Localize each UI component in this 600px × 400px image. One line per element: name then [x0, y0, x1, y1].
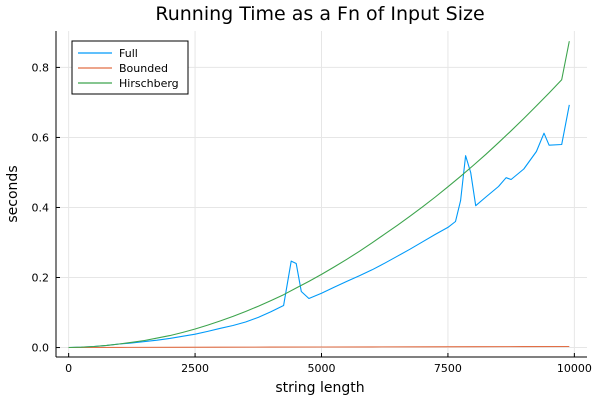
y-tick-label: 0.0	[32, 342, 50, 355]
y-tick-label: 0.8	[32, 61, 50, 74]
series-line-hirschberg	[68, 41, 570, 349]
y-axis-label: seconds	[5, 165, 21, 222]
x-axis-label: string length	[275, 380, 364, 396]
x-tick-label: 5000	[308, 362, 336, 375]
series-line-full	[68, 104, 570, 349]
tick-labels: 0 2500 5000 7500 10000 0.0 0.2 0.4 0.6 0.8	[32, 61, 592, 375]
x-tick-label: 7500	[434, 362, 462, 375]
legend-label: Bounded	[119, 62, 168, 75]
series-lines	[68, 41, 570, 349]
x-tick-label: 10000	[557, 362, 592, 375]
series-line-bounded	[68, 345, 570, 349]
y-tick-label: 0.6	[32, 131, 50, 144]
legend-label: Hirschberg	[119, 77, 179, 90]
x-tick-label: 2500	[181, 362, 209, 375]
y-tick-label: 0.4	[32, 201, 50, 214]
x-tick-label: 0	[65, 362, 72, 375]
y-tick-label: 0.2	[32, 272, 50, 285]
axes	[55, 31, 587, 358]
chart-title: Running Time as a Fn of Input Size	[155, 3, 484, 25]
legend-label: Full	[119, 47, 138, 60]
legend: Full Bounded Hirschberg	[71, 40, 189, 95]
